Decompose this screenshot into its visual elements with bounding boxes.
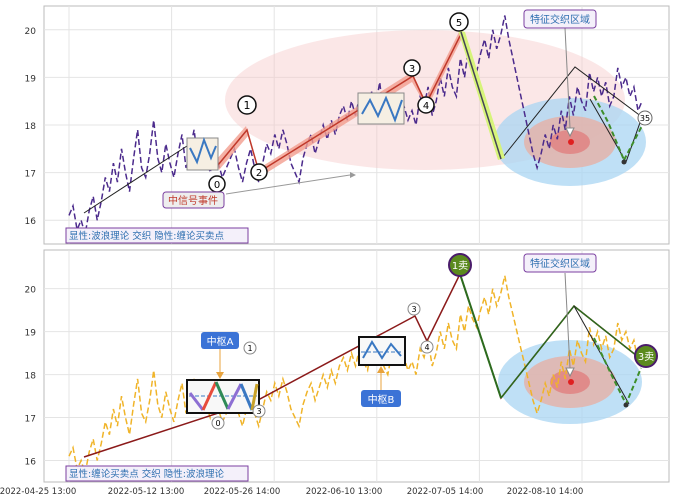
top-zigzag-a [189,136,217,165]
top-y-tick-2: 18 [25,122,37,132]
bottom-wave-label-2: 3 [256,407,261,416]
top-wave-label-4: 4 [423,101,429,112]
bottom-pivot-b-label: 中枢B [368,393,395,406]
bottom-wave-label-0-circle [211,416,225,430]
bottom-x-tick-labels: 2022-04-25 13:00 2022-05-12 13:00 2022-05-… [0,487,583,497]
bottom-zone-title-box [523,253,597,273]
bottom-zone-center-dot [568,379,574,385]
bottom-y-tick-2: 18 [25,372,37,382]
top-legend-text: 显性:波浪理论 交织 隐性:缠论买卖点 [69,230,224,242]
bottom-pivot-a-seg-2 [201,381,218,411]
bottom-sell-1-label: 1卖 [452,260,468,272]
top-wave-label-4-circle [417,96,435,114]
top-signal-event-label: 中信号事件 [168,194,218,207]
bottom-pivot-b-pointer-head [377,366,385,373]
bottom-pivot-a-seg-6 [250,383,259,411]
top-label-35-circle [637,110,653,126]
top-wave-label-5: 5 [456,18,462,29]
top-zone-center-dot [568,139,574,145]
bottom-zone-title: 特征交织区域 [530,257,590,270]
top-y-tick-labels: 16 17 18 19 20 [25,27,37,227]
bottom-wave-label-3-circle [407,302,421,316]
bottom-sell-1-circle [448,253,472,277]
top-zigzag-b [361,95,403,123]
x-tick-label-4: 2022-07-05 14:00 [407,487,484,497]
x-tick-label-0: 2022-04-25 13:00 [0,487,76,497]
bottom-pivot-a-seg-4 [226,383,243,410]
top-decline-line [460,31,502,160]
bottom-y-tick-labels: 16 17 18 19 20 [25,286,37,468]
top-trend-line [83,145,188,214]
top-zone-title-box [523,9,597,29]
bottom-wave-label-1-circle [243,341,257,355]
top-wave-label-5-circle [449,12,469,32]
bottom-wave-label-1: 1 [247,344,252,353]
bottom-pivot-b-tag [361,390,401,407]
top-label-35: 35 [640,114,650,123]
bottom-decline-line [459,273,502,399]
bottom-pivot-a-label: 中枢A [207,335,234,348]
top-wave-label-2: 2 [256,168,262,179]
top-wave-label-1-circle [237,95,257,115]
bottom-end-dot [623,402,629,408]
bottom-grid [44,250,669,482]
top-wave-label-1: 1 [244,99,251,112]
bottom-y-tick-4: 20 [25,286,37,296]
top-y-tick-1: 17 [25,170,36,180]
top-wave-label-0: 0 [214,180,220,191]
x-tick-label-3: 2022-06-10 13:00 [306,487,383,497]
x-tick-label-5: 2022-08-10 14:00 [507,487,584,497]
top-zone-pointer-head [565,127,575,138]
top-zone-title: 特征交织区域 [530,13,590,26]
top-zone-pointer [564,27,571,129]
x-tick-label-1: 2022-05-12 13:00 [108,487,185,497]
bottom-wave-label-3: 3 [411,305,416,314]
bottom-zone-pointer [564,272,571,369]
bottom-legend-box [65,465,249,482]
top-green-path-a [593,95,625,161]
bottom-pivot-a-seg-5 [239,383,254,411]
x-tick-label-2: 2022-05-26 14:00 [204,487,281,497]
bottom-green-path [593,337,642,407]
top-arrow-line [225,174,351,195]
bottom-legend-text: 显性:缠论买卖点 交织 隐性:波浪理论 [69,468,224,480]
bottom-y-tick-1: 17 [25,415,36,425]
top-arrow-head [350,172,356,178]
bottom-wave-label-4: 4 [424,343,429,352]
bottom-y-tick-0: 16 [25,458,37,468]
top-wave-label-2-circle [250,163,268,181]
bottom-wave-label-2-circle [252,404,266,418]
top-y-tick-4: 20 [25,27,37,37]
bottom-pivot-a-tag [201,332,239,349]
bottom-wave-label-4-circle [420,340,434,354]
bottom-pivot-b-zigzag [362,340,402,360]
top-green-path-b [623,123,644,161]
top-wave-line [217,33,462,174]
top-end-dot [621,159,627,165]
bottom-wave-label-0: 0 [215,419,220,428]
top-y-tick-3: 19 [25,74,37,84]
bottom-pivot-a-seg-3 [214,381,230,410]
top-legend-box [65,227,249,244]
bottom-pivot-a-seg-1 [188,392,205,411]
bottom-sell-3-label: 3卖 [638,351,654,363]
top-wave-label-3-circle [403,59,421,77]
bottom-price-series [68,275,643,474]
bottom-zone-pointer-head [565,367,575,378]
top-wave-label-3: 3 [409,64,415,75]
bottom-y-tick-3: 19 [25,329,37,339]
top-signal-event-box [162,191,225,209]
bottom-sell-3-circle [634,344,658,368]
bottom-pivot-a-pointer-head [216,372,224,379]
top-y-tick-0: 16 [25,217,37,227]
